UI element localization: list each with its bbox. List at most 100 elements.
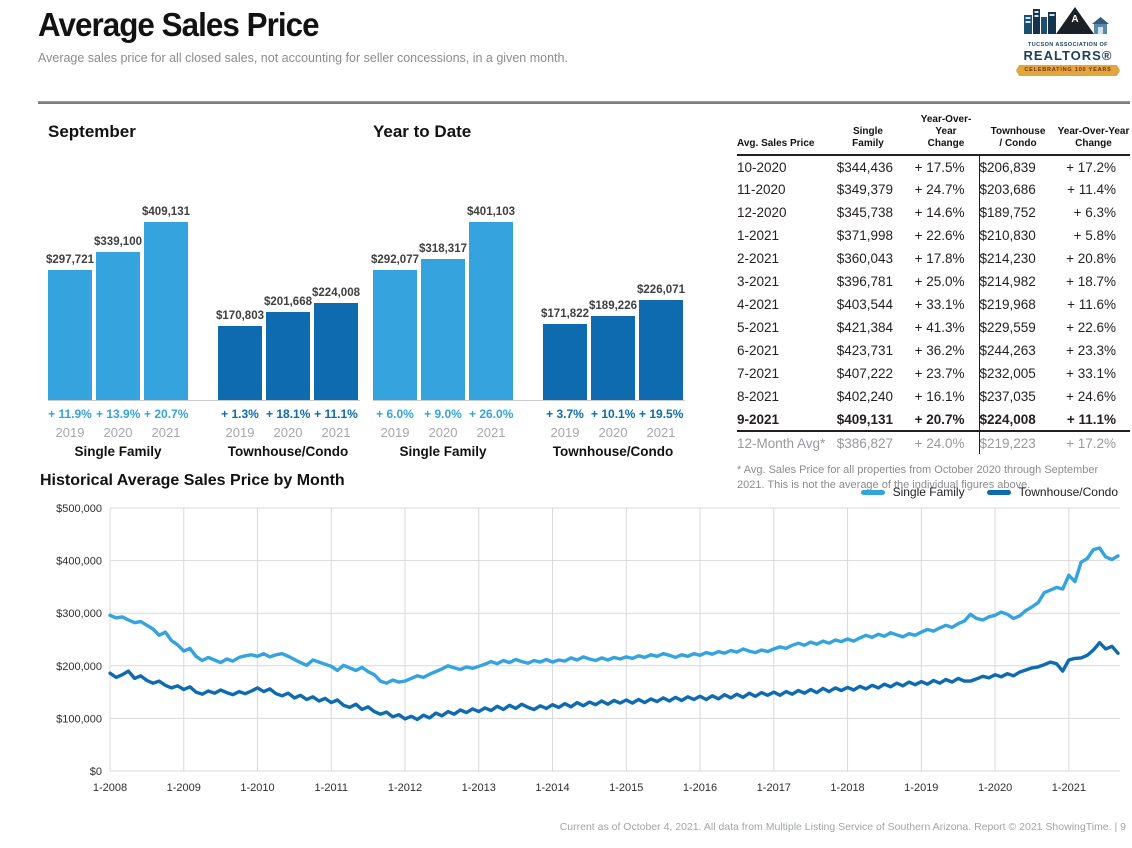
table-header-line: Townhouse [990,126,1046,137]
bar-year-label: 2021 [476,425,506,440]
table-cell: $219,968 [978,293,1057,316]
table-cell: $224,008 [978,408,1057,431]
bar-group-single-family: $292,077 $318,317 $401,103 + 6.0% + 9.0% + 26… [371,184,515,459]
x-axis-tick-label: 1-2009 [167,782,201,794]
bar-change-label: + 3.7% [546,407,584,421]
table-cell: $214,982 [978,270,1057,293]
table-cell: $210,830 [978,224,1057,247]
townhouse-condo-swatch-icon [986,489,1011,495]
table-cell: $371,998 [836,228,893,243]
bar-groups-row: $297,721 $339,100 $409,131 + 11.9% + 13.9% + … [46,184,360,459]
table-cell: 1-2021 [737,228,780,243]
bar-group-label-townhouse-condo: Townhouse/Condo [227,444,349,459]
table-cell: + 22.6% [914,228,965,243]
x-axis-tick-label: 1-2013 [462,782,496,794]
table-cell: + 11.6% [1067,297,1116,312]
logo-centennial-ribbon: CELEBRATING 100 YEARS [1016,65,1120,76]
y-axis-tick-label: $0 [90,766,102,778]
bar-group-label-single-family: Single Family [399,444,487,459]
ytd-chart-title: Year to Date [373,122,472,141]
table-cell: $237,035 [978,385,1057,408]
table-row-6-2021: 6-2021 $423,731 + 36.2% $244,263 + 23.3% [737,339,1130,362]
table-header-cell: Townhouse / Condo [979,114,1057,155]
table-cell: $360,043 [836,251,893,266]
bar-year-row-townhouse-condo: 2019 2020 2021 [543,425,683,440]
y-axis-tick-label: $300,000 [56,608,102,620]
x-axis-tick-label: 1-2008 [93,782,127,794]
x-axis-tick-label: 1-2019 [904,782,938,794]
table-row-9-2021: 9-2021 $409,131 + 20.7% $224,008 + 11.1% [737,408,1130,431]
bar-year-row-townhouse-condo: 2019 2020 2021 [218,425,358,440]
table-cell: 3-2021 [737,274,780,289]
table-cell: + 25.0% [914,274,965,289]
bar-year-label: 2021 [151,425,181,440]
bar-single-family-2019 [48,270,92,400]
bar-change-row-townhouse-condo: + 1.3% + 18.1% + 11.1% [218,407,358,421]
page-subtitle: Average sales price for all closed sales… [38,51,568,65]
bar-column-townhouse-condo-2019: $170,803 [216,310,264,400]
table-body: 10-2020 $344,436 + 17.5% $206,839 + 17.2% 11-… [737,155,1130,454]
table-cell: 12-2020 [737,205,787,220]
single-family-swatch-icon [860,489,885,495]
bar-value-label: $409,131 [142,206,190,218]
bar-year-label: 2020 [273,425,303,440]
chart-legend: Single Family Townhouse/Condo [860,485,1118,499]
bar-group-townhouse-condo: $171,822 $189,226 $226,071 + 3.7% + 10.1% + 1… [541,184,685,459]
table-cell: + 20.7% [914,411,965,427]
table-cell: $349,379 [836,182,893,197]
table-cell: $423,731 [836,343,893,358]
y-axis-tick-label: $100,000 [56,713,102,725]
table-cell: $403,544 [836,297,893,312]
table-cell: $402,240 [836,389,893,404]
x-axis-tick-label: 1-2016 [683,782,717,794]
line-series-single-family [108,546,1120,685]
table-cell: $421,384 [836,320,893,335]
legend-label: Townhouse/Condo [1018,485,1118,499]
september-chart-title: September [48,122,136,141]
table-header-line: Family [852,138,884,149]
header-divider [38,101,1130,104]
table-header-cell: Single Family [823,114,913,155]
table-header-line: Year-Over-Year [1057,126,1130,137]
table-header-cell: Year-Over-Year Change [1057,114,1130,155]
bar-year-row-single-family: 2019 2020 2021 [48,425,188,440]
table-cell: $189,752 [978,201,1057,224]
bar-value-label: $226,071 [637,284,685,296]
bar-value-label: $171,822 [541,308,589,320]
historical-line-chart: $0 $100,000 $200,000 $300,000 $400,000 $500,0… [56,503,1120,794]
table-cell: $396,781 [836,274,893,289]
table-cell: 2-2021 [737,251,780,266]
x-axis-tick-label: 1-2018 [830,782,864,794]
x-axis-tick-label: 1-2010 [240,782,274,794]
table-row-1-2021: 1-2021 $371,998 + 22.6% $210,830 + 5.8% [737,224,1130,247]
table-cell: $229,559 [978,316,1057,339]
bar-change-label: + 13.9% [96,407,141,421]
bar-group-label-townhouse-condo: Townhouse/Condo [552,444,674,459]
bar-column-single-family-2020: $339,100 [94,236,142,400]
table-cell: 5-2021 [737,320,780,335]
legend-label: Single Family [892,485,965,499]
bar-column-townhouse-condo-2021: $226,071 [637,284,685,400]
table-cell: $344,436 [836,159,893,175]
table-header-cell: Avg. Sales Price [737,114,823,155]
bar-value-label: $318,317 [419,243,467,255]
avg-sales-price-table: Avg. Sales Price Single Family Year-Over-Ye… [737,114,1130,493]
table-row-12-2020: 12-2020 $345,738 + 14.6% $189,752 + 6.3% [737,201,1130,224]
bar-change-row-single-family: + 11.9% + 13.9% + 20.7% [48,407,188,421]
bar-change-row-single-family: + 6.0% + 9.0% + 26.0% [373,407,513,421]
bar-value-label: $292,077 [371,254,419,266]
bar-change-label: + 20.7% [144,407,189,421]
table-cell: + 36.2% [914,343,965,358]
bar-year-label: 2019 [550,425,580,440]
bar-townhouse-condo-2019 [218,326,262,400]
table-cell: 6-2021 [737,343,780,358]
table-cell: + 17.2% [1066,435,1116,451]
bars-single-family: $292,077 $318,317 $401,103 [371,184,515,400]
table-row-8-2021: 8-2021 $402,240 + 16.1% $237,035 + 24.6% [737,385,1130,408]
table-cell: + 24.6% [1066,389,1116,404]
table-row-5-2021: 5-2021 $421,384 + 41.3% $229,559 + 22.6% [737,316,1130,339]
table-cell: $345,738 [836,205,893,220]
bar-townhouse-condo-2021 [314,303,358,400]
table-cell: $386,827 [836,435,893,451]
table-cell: + 14.6% [914,205,965,220]
